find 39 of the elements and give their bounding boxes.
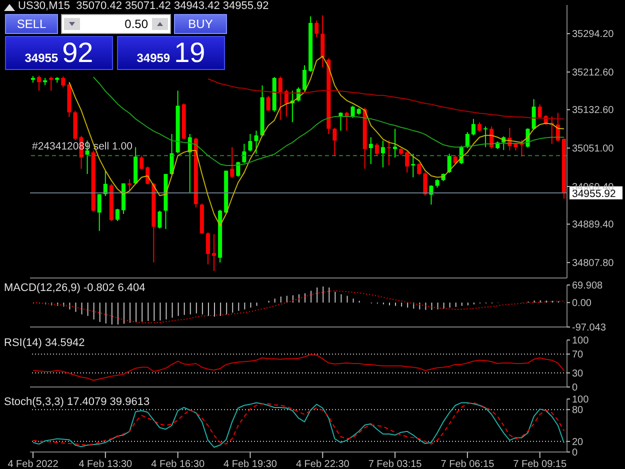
y-tick-label: -97.043 [572,322,606,334]
y-tick-label: 0 [572,448,578,459]
annotation: 34955 [24,51,58,65]
chart-title: Stoch(5,3,3) 17.4079 39.9613 [4,396,150,408]
x-tick-label: 7 Feb 09:15 [513,459,567,469]
y-tick-label: 0 [572,382,578,394]
lot-field: 0.50 [61,14,171,34]
annotation: 19 [174,37,206,69]
y-tick-label: 0.00 [572,298,592,310]
x-tick-label: 4 Feb 2022 [8,459,59,469]
x-tick-label: 4 Feb 22:30 [296,459,350,469]
chart-title: MACD(12,26,9) -0.802 6.404 [4,282,146,294]
y-tick-label: 35212.60 [572,68,614,79]
annotation: 92 [62,37,94,69]
y-tick-label: 100 [572,394,590,406]
sell-price-box: 34955 92 [5,36,113,70]
y-tick-label: 20 [572,436,584,448]
y-tick-label: 35051.00 [572,144,614,155]
x-tick-label: 4 Feb 13:30 [78,459,133,469]
y-tick-label: 30 [572,368,584,380]
y-tick-label: 35132.60 [572,105,614,116]
y-tick-label: 80 [572,405,584,416]
annotation: 34959 [136,51,170,65]
x-tick-label: 7 Feb 06:15 [440,459,495,469]
y-tick-label: 35294.20 [572,29,614,40]
annotation: 0.50 [124,17,148,31]
chart-title: US30,M15 35070.42 35071.42 34943.42 34955.92 [18,0,269,12]
buy-button: BUY [174,14,227,34]
chart-title: RSI(14) 34.5942 [4,337,85,349]
sell-button: SELL [5,14,58,34]
x-tick-label: 4 Feb 16:30 [151,459,205,469]
y-tick-label: 100 [572,336,590,347]
y-tick-label: 69.908 [572,280,604,292]
y-tick-label: 34807.80 [572,258,614,270]
y-tick-label: 34889.40 [572,220,614,231]
y-tick-label: 70 [572,350,584,361]
x-tick-label: 7 Feb 03:15 [368,459,422,469]
x-tick-label: 4 Feb 19:30 [224,459,278,469]
buy-price-box: 34959 19 [117,36,225,70]
